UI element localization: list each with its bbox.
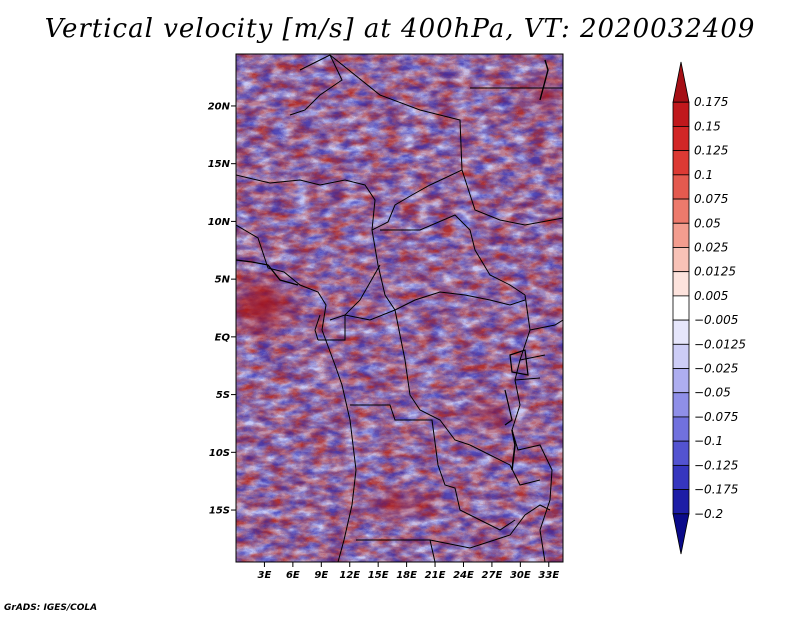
colorbar-swatch xyxy=(672,392,690,418)
lat-tick-label: 5S xyxy=(216,390,230,401)
colorbar-swatch xyxy=(672,440,690,466)
colorbar: 0.175 0.15 0.125 0.1 0.075 0.05 0.025 0.0125 0.0… xyxy=(672,61,746,555)
colorbar-label: 0.125 xyxy=(694,144,728,158)
lon-tick-label: 9E xyxy=(314,570,328,581)
lon-tick-label: 6E xyxy=(286,570,300,581)
colorbar-swatch xyxy=(672,174,690,200)
lat-tick-label: 15S xyxy=(209,506,230,517)
map-frame xyxy=(235,53,564,563)
colorbar-label: −0.075 xyxy=(694,410,738,424)
colorbar-swatch xyxy=(672,222,690,248)
colorbar-arrow-bottom xyxy=(672,513,690,555)
colorbar-swatch xyxy=(672,247,690,273)
colorbar-label: −0.0125 xyxy=(694,337,746,351)
map-title: Vertical velocity [m/s] at 400hPa, VT: 2… xyxy=(44,14,756,44)
lat-tick-label: 10N xyxy=(208,217,231,228)
colorbar-label: −0.025 xyxy=(694,362,738,376)
colorbar-swatch xyxy=(672,126,690,152)
colorbar-swatch xyxy=(672,464,690,490)
colorbar-label: −0.175 xyxy=(694,483,738,497)
colorbar-swatch xyxy=(672,343,690,369)
lon-tick-label: 27E xyxy=(482,570,503,581)
colorbar-swatch xyxy=(672,150,690,176)
colorbar-swatch xyxy=(672,271,690,297)
colorbar-label: −0.125 xyxy=(694,458,738,472)
lon-tick-label: 3E xyxy=(258,570,272,581)
lat-tick-label: EQ xyxy=(215,332,231,343)
colorbar-label: −0.005 xyxy=(694,313,738,327)
colorbar-label: 0.175 xyxy=(694,95,728,109)
colorbar-label: 0.005 xyxy=(694,289,728,303)
colorbar-label: −0.1 xyxy=(694,434,723,448)
colorbar-swatch xyxy=(672,489,690,515)
colorbar-label: 0.1 xyxy=(694,168,713,182)
country-boundaries xyxy=(236,54,563,562)
colorbar-label: 0.15 xyxy=(694,119,721,133)
colorbar-label: 0.025 xyxy=(694,240,728,254)
lat-tick-label: 5N xyxy=(215,275,231,286)
lon-tick-label: 12E xyxy=(339,570,360,581)
lon-tick-label: 15E xyxy=(368,570,389,581)
lat-tick-label: 15N xyxy=(208,159,231,170)
colorbar-swatch xyxy=(672,295,690,321)
colorbar-label: −0.2 xyxy=(694,507,723,521)
colorbar-swatch xyxy=(672,101,690,127)
lon-tick-label: 30E xyxy=(510,570,531,581)
colorbar-arrow-top xyxy=(672,61,690,103)
colorbar-label: 0.05 xyxy=(694,216,721,230)
lon-tick-label: 24E xyxy=(453,570,474,581)
colorbar-label: 0.0125 xyxy=(694,265,736,279)
colorbar-label: 0.075 xyxy=(694,192,728,206)
lat-tick-label: 20N xyxy=(208,101,231,112)
lon-tick-label: 33E xyxy=(538,570,559,581)
colorbar-swatch xyxy=(672,416,690,442)
colorbar-swatch xyxy=(672,319,690,345)
lon-tick-label: 21E xyxy=(425,570,446,581)
longitude-axis: 3E 6E 9E 12E 15E 18E 21E 24E 27E 30E 33E xyxy=(258,562,559,581)
grads-credit: GrADS: IGES/COLA xyxy=(4,603,98,613)
colorbar-swatch xyxy=(672,368,690,394)
colorbar-swatch xyxy=(672,198,690,224)
colorbar-label: −0.05 xyxy=(694,386,731,400)
lon-tick-label: 18E xyxy=(396,570,417,581)
lat-tick-label: 10S xyxy=(209,448,230,459)
vertical-velocity-field xyxy=(236,54,563,562)
latitude-axis: 20N 15N 10N 5N EQ 5S 10S 15S xyxy=(208,101,236,517)
